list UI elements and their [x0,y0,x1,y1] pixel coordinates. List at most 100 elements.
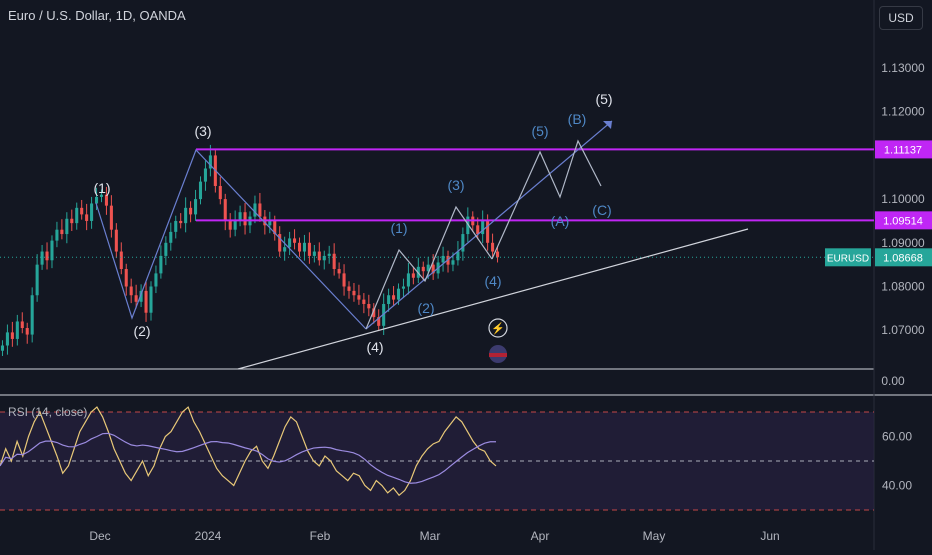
candle-body [396,288,401,300]
candle-body [184,207,188,224]
us-flag-stripe-icon [489,353,507,357]
candle-body [258,203,262,217]
candle-body [456,251,460,261]
candle-body [40,251,44,265]
zero-tick-label: 0.00 [881,374,905,388]
candle-body [476,225,480,235]
wave-label: (4) [484,273,501,289]
price-tick-label: 1.12000 [881,105,925,119]
level-price-tag [875,211,932,230]
candle-body [159,255,163,274]
rsi-tick-label: 60.00 [882,430,912,444]
wave-label: (B) [568,111,587,127]
candle-body [45,251,49,261]
candle-body [129,286,133,296]
candle-body [114,229,118,252]
candle-body [253,203,257,217]
wave-label: (2) [417,300,434,316]
candle-body [392,295,396,300]
candle-body [70,218,74,224]
candle-body [401,286,405,289]
time-tick-label: 2024 [195,529,222,543]
wave-label: (C) [592,202,611,218]
candle-body [124,269,128,287]
time-tick-label: May [643,529,666,543]
price-tick-label: 1.07000 [881,323,925,337]
time-tick-label: Apr [531,529,550,543]
wave-path-impulse [95,148,367,330]
lightning-event-icon [488,318,508,338]
candle-body [144,290,148,313]
candles-layer [0,144,500,356]
candle-body [466,216,470,235]
candle-body [109,205,113,230]
currency-button[interactable]: USD [879,6,923,30]
time-tick-label: Dec [89,529,110,543]
candle-body [218,185,222,200]
time-tick-label: Jun [760,529,779,543]
candle-body [203,168,207,182]
candle-body [228,220,232,230]
candle-body [164,242,168,256]
time-tick-label: Feb [310,529,331,543]
level-price-label: 1.09514 [883,215,923,227]
candle-body [99,194,104,197]
rsi-tick-label: 40.00 [882,479,912,493]
candle-body [154,273,158,287]
candle-body [495,251,500,258]
level-price-tag [875,140,932,159]
candle-body [421,266,425,272]
arrow-head-icon [603,121,612,129]
candle-body [352,290,356,296]
candle-body [357,295,361,300]
candle-body [273,220,277,235]
candle-body [283,247,287,252]
candle-body [302,242,306,252]
candle-body [377,317,381,326]
candle-body [223,199,227,221]
candle-body [481,220,485,235]
candle-body [0,345,5,351]
candle-body [406,273,410,287]
candle-body [238,212,242,221]
candle-body [367,303,371,309]
wave-path-projection [491,139,602,260]
candle-body [362,299,366,304]
candle-body [382,303,386,326]
rsi-layer [0,406,874,511]
candle-body [332,253,336,270]
wave-label: (5) [531,123,548,139]
lightning-glyph-icon: ⚡ [491,322,505,335]
wave-label: (2) [133,323,150,339]
candle-body [5,332,9,346]
price-tick-label: 1.13000 [881,61,925,75]
candle-body [179,220,183,224]
candle-body [15,321,19,339]
candle-body [293,238,297,243]
candle-body [208,155,212,169]
candle-body [411,273,415,278]
candle-body [139,290,143,302]
level-price-label: 1.11137 [884,144,922,156]
rsi-line [0,406,497,497]
chart-title: Euro / U.S. Dollar, 1D, OANDA [8,8,186,23]
candle-body [342,273,346,287]
candle-body [189,207,193,215]
candle-body [65,218,69,235]
candle-body [104,194,108,206]
candle-body [347,286,351,291]
candle-body [327,253,331,256]
candle-body [451,260,455,265]
time-tick-label: Mar [420,529,441,543]
candle-body [55,229,59,241]
wave-label: (3) [447,177,464,193]
candle-body [174,220,178,232]
candle-body [441,255,445,263]
last-price-tag [875,248,932,267]
rsi-indicator-label[interactable]: RSI (14, close) [8,405,88,419]
channel-trendline [365,120,613,330]
candle-body [288,238,292,248]
candle-body [233,220,237,230]
